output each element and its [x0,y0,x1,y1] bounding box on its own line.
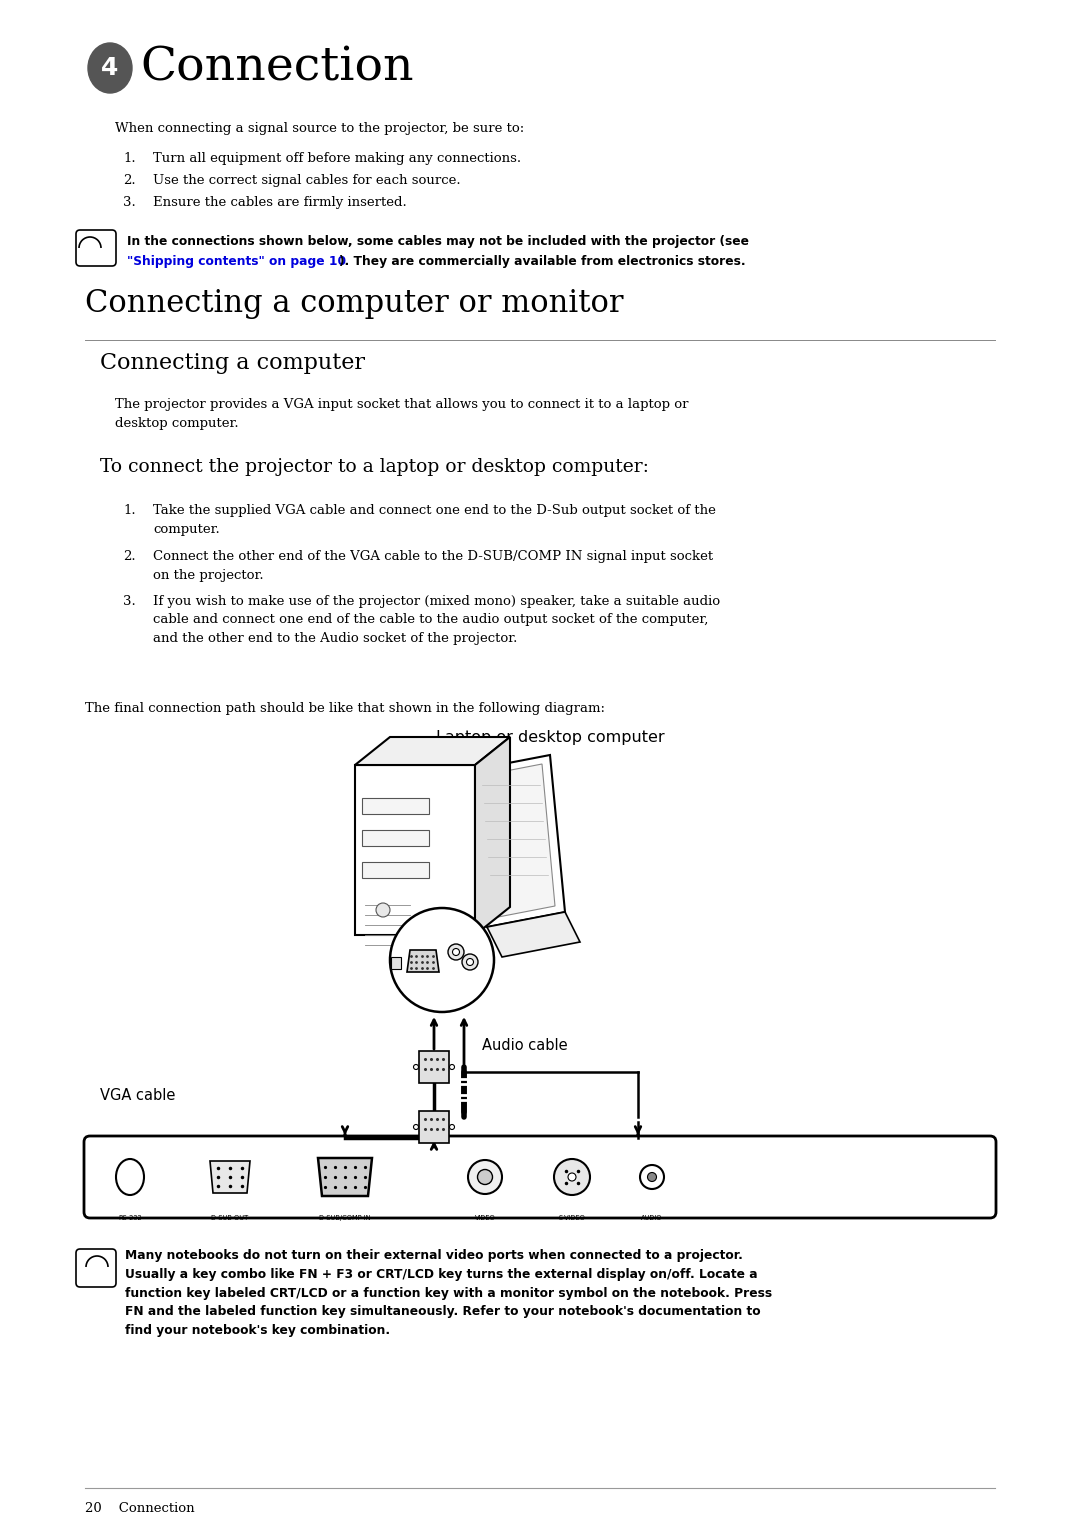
Text: 2.: 2. [123,174,136,187]
FancyBboxPatch shape [362,862,429,878]
Polygon shape [480,764,555,917]
Bar [391,957,401,969]
Text: Take the supplied VGA cable and connect one end to the D-Sub output socket of th: Take the supplied VGA cable and connect … [153,505,716,535]
Text: VGA cable: VGA cable [100,1089,175,1102]
FancyBboxPatch shape [355,764,475,936]
Polygon shape [210,1161,249,1193]
Text: The final connection path should be like that shown in the following diagram:: The final connection path should be like… [85,702,605,716]
FancyBboxPatch shape [419,1050,449,1083]
Polygon shape [487,911,580,957]
Text: Turn all equipment off before making any connections.: Turn all equipment off before making any… [153,151,522,165]
Text: Laptop or desktop computer: Laptop or desktop computer [435,729,664,745]
Text: Connecting a computer: Connecting a computer [100,352,365,375]
Text: Connecting a computer or monitor: Connecting a computer or monitor [85,287,623,320]
Text: "Shipping contents" on page 10: "Shipping contents" on page 10 [127,255,346,268]
Text: 4: 4 [102,57,119,80]
Circle shape [449,1124,455,1130]
Ellipse shape [87,43,132,93]
Text: Many notebooks do not turn on their external video ports when connected to a pro: Many notebooks do not turn on their exte… [125,1249,772,1338]
Circle shape [414,1064,419,1069]
FancyBboxPatch shape [76,229,116,266]
Text: Use the correct signal cables for each source.: Use the correct signal cables for each s… [153,174,461,187]
Text: In the connections shown below, some cables may not be included with the project: In the connections shown below, some cab… [127,235,750,248]
Text: VIDEO: VIDEO [474,1216,496,1222]
Text: S-VIDEO: S-VIDEO [558,1216,585,1222]
Circle shape [477,1170,492,1185]
Circle shape [449,1064,455,1069]
Circle shape [376,904,390,917]
Polygon shape [475,737,510,936]
Polygon shape [472,755,565,927]
Text: 3.: 3. [123,196,136,209]
Circle shape [462,954,478,969]
Polygon shape [355,737,510,764]
Text: 2.: 2. [123,550,136,563]
Text: D-SUB OUT: D-SUB OUT [212,1216,248,1222]
Text: RS-232: RS-232 [118,1216,141,1222]
Circle shape [554,1159,590,1196]
Circle shape [648,1173,657,1182]
Circle shape [468,1161,502,1194]
Circle shape [414,1124,419,1130]
Text: The projector provides a VGA input socket that allows you to connect it to a lap: The projector provides a VGA input socke… [114,398,689,430]
Text: When connecting a signal source to the projector, be sure to:: When connecting a signal source to the p… [114,122,524,135]
Text: 20    Connection: 20 Connection [85,1501,194,1515]
Circle shape [453,948,459,956]
Text: ). They are commercially available from electronics stores.: ). They are commercially available from … [339,255,745,268]
Text: 1.: 1. [123,505,136,517]
Text: 3.: 3. [123,595,136,609]
Text: 1.: 1. [123,151,136,165]
Text: Audio cable: Audio cable [482,1038,568,1053]
Text: Ensure the cables are firmly inserted.: Ensure the cables are firmly inserted. [153,196,407,209]
Ellipse shape [116,1159,144,1196]
Text: AUDIO: AUDIO [642,1216,663,1222]
Circle shape [467,959,473,965]
FancyBboxPatch shape [419,1112,449,1144]
Circle shape [568,1173,576,1180]
Circle shape [448,943,464,960]
FancyBboxPatch shape [362,830,429,846]
FancyBboxPatch shape [362,798,429,813]
FancyBboxPatch shape [84,1136,996,1219]
Text: Connection: Connection [140,46,414,90]
FancyBboxPatch shape [76,1249,116,1287]
Text: Connect the other end of the VGA cable to the D-SUB/COMP IN signal input socket
: Connect the other end of the VGA cable t… [153,550,713,581]
Polygon shape [318,1157,372,1196]
Circle shape [640,1165,664,1190]
Polygon shape [407,950,438,972]
Text: If you wish to make use of the projector (mixed mono) speaker, take a suitable a: If you wish to make use of the projector… [153,595,720,645]
Circle shape [390,908,494,1012]
Text: D-SUB/COMP IN: D-SUB/COMP IN [320,1216,370,1222]
Text: To connect the projector to a laptop or desktop computer:: To connect the projector to a laptop or … [100,459,649,476]
